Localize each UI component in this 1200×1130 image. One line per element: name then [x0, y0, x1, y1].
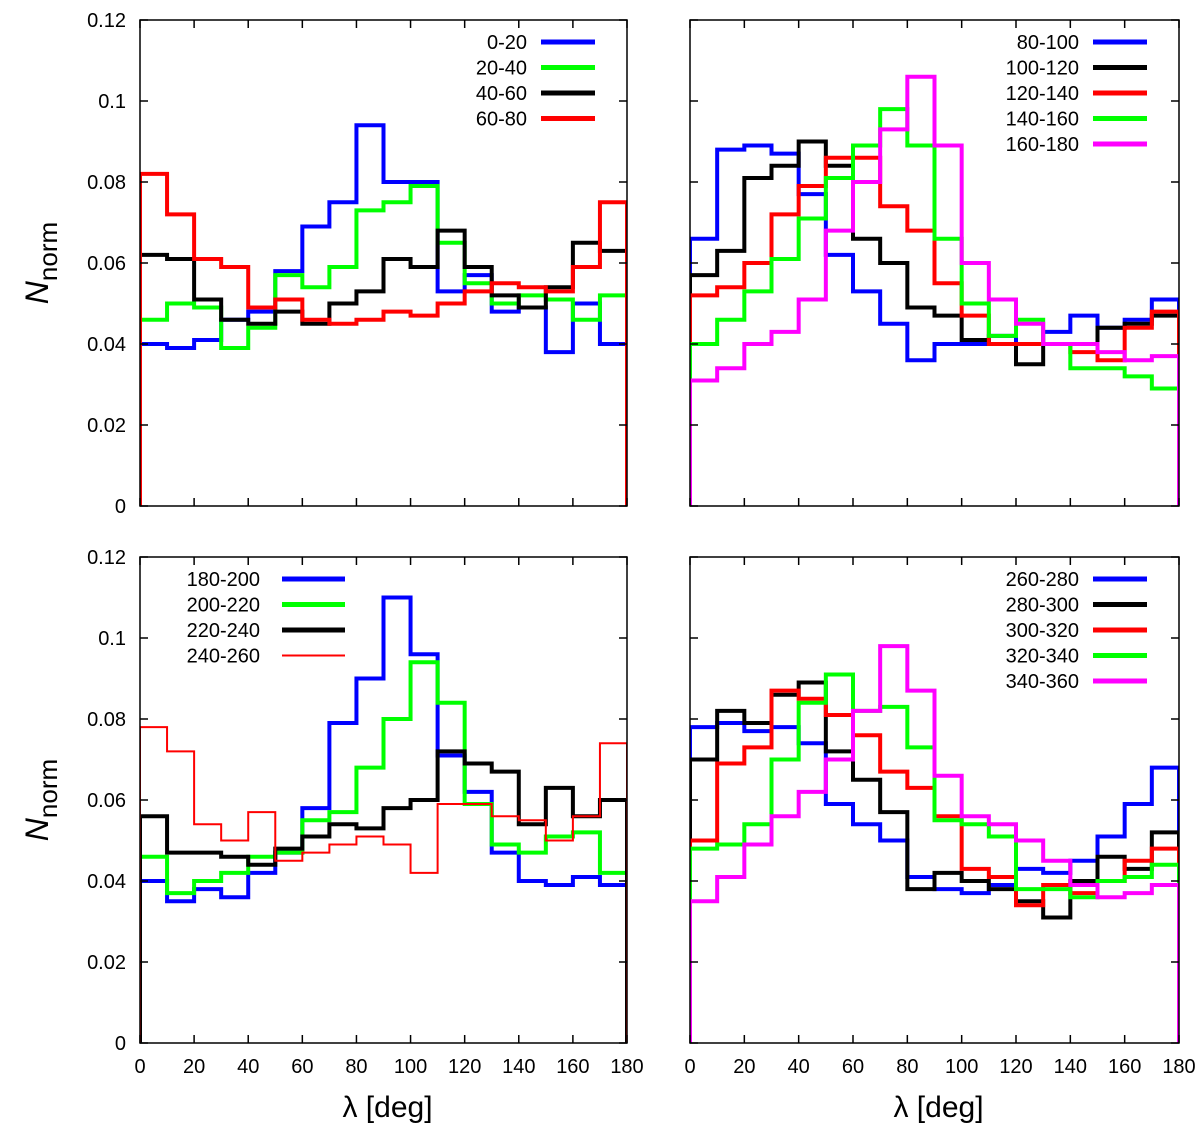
series-line-40-60 — [140, 228, 627, 506]
x-tick-label: 40 — [237, 1056, 259, 1078]
x-tick-label: 60 — [291, 1056, 313, 1078]
x-tick-label: 100 — [945, 1056, 978, 1078]
legend-label: 300-320 — [1006, 620, 1079, 642]
x-tick-label: 100 — [394, 1056, 427, 1078]
x-tick-label: 120 — [999, 1056, 1032, 1078]
series-line-180-200 — [140, 595, 627, 1043]
x-tick-label: 120 — [448, 1056, 481, 1078]
legend-label: 340-360 — [1006, 671, 1079, 693]
x-tick-label: 80 — [345, 1056, 367, 1078]
x-tick-label: 140 — [1054, 1056, 1087, 1078]
x-tick-label: 160 — [1108, 1056, 1141, 1078]
y-tick-label: 0.06 — [87, 253, 126, 275]
y-tick-label: 0.02 — [87, 415, 126, 437]
y-tick-label: 0.04 — [87, 871, 126, 893]
y-axis-label: Nnorm — [19, 759, 63, 841]
legend-label: 20-40 — [476, 58, 527, 80]
x-tick-label: 180 — [1162, 1056, 1195, 1078]
legend-label: 140-160 — [1006, 109, 1079, 131]
legend-label: 160-180 — [1006, 134, 1079, 156]
series-line-340-360 — [690, 644, 1179, 1043]
y-tick-label: 0.1 — [98, 91, 126, 113]
legend: 260-280 280-300 300-320 320-340 340-360 — [1006, 569, 1147, 693]
legend-label: 40-60 — [476, 83, 527, 105]
series-group — [690, 644, 1179, 1043]
x-tick-label: 180 — [610, 1056, 643, 1078]
legend-label: 200-220 — [187, 595, 260, 617]
y-tick-label: 0 — [115, 1033, 126, 1055]
y-tick-label: 0.12 — [87, 547, 126, 569]
x-tick-label: 20 — [183, 1056, 205, 1078]
x-tick-label: 160 — [556, 1056, 589, 1078]
legend-label: 220-240 — [187, 620, 260, 642]
series-line-240-260 — [140, 726, 627, 1043]
legend-label: 320-340 — [1006, 646, 1079, 668]
y-tick-label: 0 — [115, 496, 126, 518]
series-group — [140, 595, 627, 1043]
y-tick-label: 0.1 — [98, 628, 126, 650]
legend: 180-200 200-220 220-240 240-260 — [187, 569, 345, 668]
x-tick-label: 40 — [788, 1056, 810, 1078]
y-axis-label-main: N — [19, 280, 55, 304]
y-tick-label: 0.12 — [87, 10, 126, 32]
series-line-220-240 — [140, 749, 627, 1043]
x-tick-label: 20 — [733, 1056, 755, 1078]
x-tick-label: 80 — [896, 1056, 918, 1078]
x-tick-label: 140 — [502, 1056, 535, 1078]
legend-label: 240-260 — [187, 646, 260, 668]
x-tick-label: 0 — [134, 1056, 145, 1078]
chart-panel-2: 80-100 100-120 120-140 140-160 160-180 — [689, 19, 1180, 507]
series-line-60-80 — [140, 171, 627, 506]
series-group — [690, 74, 1179, 506]
series-line-20-40 — [140, 184, 627, 506]
legend-label: 0-20 — [487, 32, 527, 54]
x-tick-label: 0 — [684, 1056, 695, 1078]
x-tick-label: 60 — [842, 1056, 864, 1078]
legend-label: 180-200 — [187, 569, 260, 591]
y-tick-label: 0.08 — [87, 709, 126, 731]
series-line-100-120 — [690, 139, 1179, 506]
series-line-160-180 — [690, 74, 1179, 506]
x-axis-label: λ [deg] — [342, 1091, 432, 1124]
legend-label: 60-80 — [476, 109, 527, 131]
y-axis-label-main: N — [19, 817, 55, 841]
legend: 80-100 100-120 120-140 140-160 160-180 — [1006, 32, 1147, 156]
legend-label: 80-100 — [1017, 32, 1079, 54]
y-axis-label-sub: norm — [33, 222, 63, 281]
legend-label: 280-300 — [1006, 595, 1079, 617]
legend-label: 120-140 — [1006, 83, 1079, 105]
y-tick-label: 0.02 — [87, 952, 126, 974]
legend: 0-20 20-40 40-60 60-80 — [476, 32, 595, 131]
series-group — [140, 123, 627, 506]
legend-label: 260-280 — [1006, 569, 1079, 591]
y-axis-label: Nnorm — [19, 222, 63, 304]
y-tick-label: 0.04 — [87, 334, 126, 356]
y-tick-label: 0.06 — [87, 790, 126, 812]
y-axis-label-sub: norm — [33, 759, 63, 818]
chart-panel-4: 0 20 40 60 80 100 120 140 160 180 λ [deg] 260-280 28… — [684, 556, 1196, 1124]
x-axis-label: λ [deg] — [893, 1091, 983, 1124]
chart-panel-1: 0 0.02 0.04 0.06 0.08 0.1 0.12 Nnorm 0-20 20-40 40… — [19, 10, 628, 518]
legend-label: 100-120 — [1006, 58, 1079, 80]
y-tick-label: 0.08 — [87, 172, 126, 194]
chart-panel-3: 0 0.02 0.04 0.06 0.08 0.1 0.12 0 20 40 60 80 100 120 1… — [19, 547, 644, 1124]
